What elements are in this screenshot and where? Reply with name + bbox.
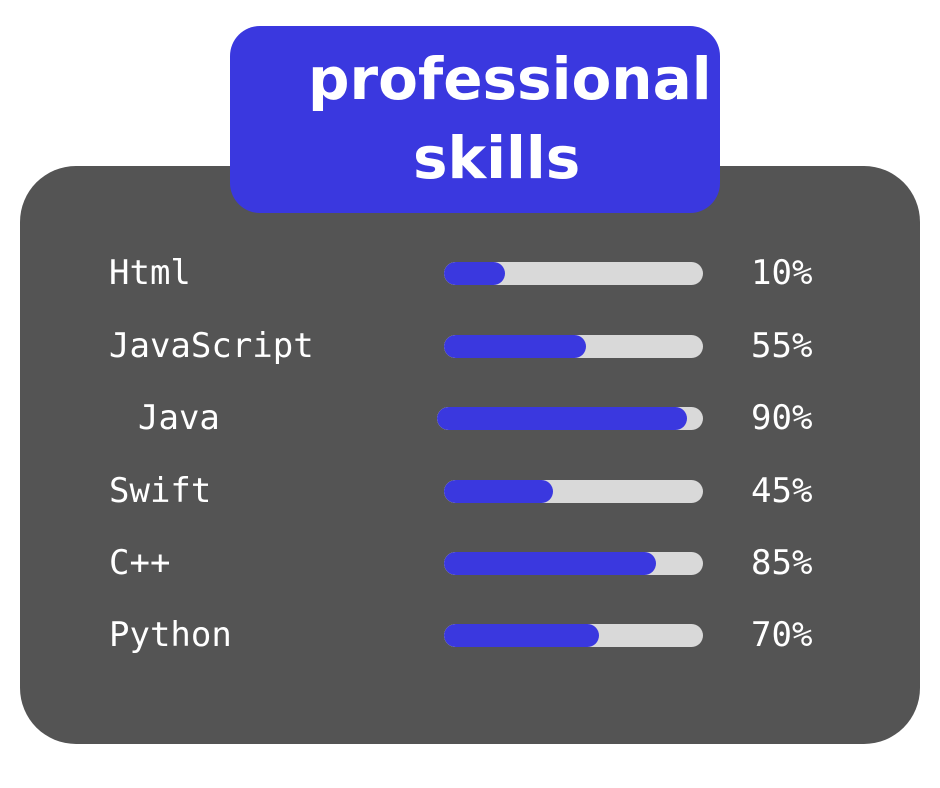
skill-percent: 90% bbox=[751, 398, 813, 438]
skill-row-cpp: C++ 85% bbox=[0, 543, 940, 583]
skill-label: Python bbox=[109, 615, 232, 655]
skill-percent: 70% bbox=[751, 615, 813, 655]
skill-percent: 55% bbox=[751, 326, 813, 366]
progress-fill bbox=[444, 480, 553, 503]
skill-label: JavaScript bbox=[109, 326, 314, 366]
skill-label: Swift bbox=[109, 471, 212, 511]
title-line-1: professional bbox=[308, 45, 712, 113]
skill-row-java: Java 90% bbox=[0, 398, 940, 438]
skill-percent: 85% bbox=[751, 543, 813, 583]
progress-track bbox=[444, 552, 703, 575]
skill-row-html: Html 10% bbox=[0, 253, 940, 293]
skill-label: C++ bbox=[109, 543, 171, 583]
progress-fill bbox=[444, 335, 587, 358]
progress-track bbox=[444, 624, 703, 647]
skill-percent: 45% bbox=[751, 471, 813, 511]
progress-track bbox=[444, 335, 703, 358]
skill-row-python: Python 70% bbox=[0, 615, 940, 655]
skill-label: Html bbox=[109, 253, 191, 293]
skill-row-javascript: JavaScript 55% bbox=[0, 326, 940, 366]
title-banner: professional skills bbox=[230, 26, 720, 213]
progress-fill bbox=[444, 552, 657, 575]
title-line-2: skills bbox=[413, 124, 581, 192]
progress-fill bbox=[444, 262, 505, 285]
progress-fill bbox=[444, 624, 600, 647]
skill-label: Java bbox=[138, 398, 220, 438]
progress-track bbox=[437, 407, 703, 430]
skill-percent: 10% bbox=[751, 253, 813, 293]
progress-track bbox=[444, 480, 703, 503]
skill-row-swift: Swift 45% bbox=[0, 471, 940, 511]
progress-fill bbox=[437, 407, 688, 430]
progress-track bbox=[444, 262, 703, 285]
